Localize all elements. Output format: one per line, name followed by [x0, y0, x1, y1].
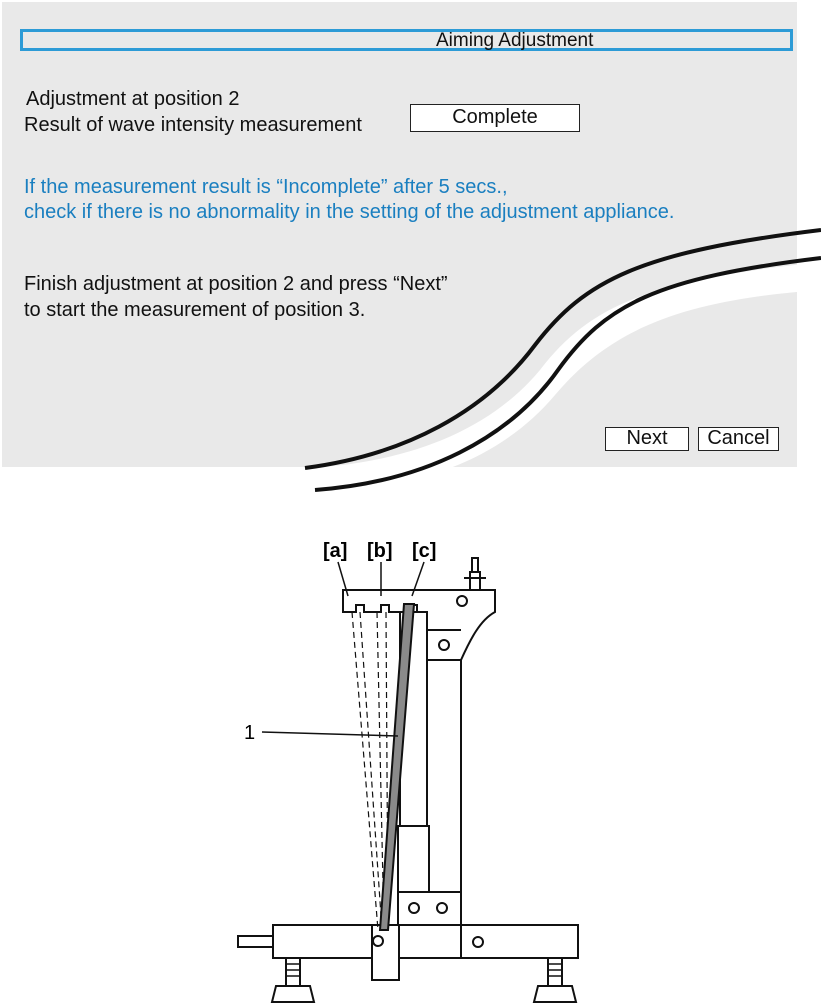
next-button[interactable]: Next — [605, 427, 689, 451]
title-bar: Aiming Adjustment — [20, 29, 793, 51]
aim-line-a2 — [359, 611, 383, 931]
screw-tip — [471, 557, 479, 573]
result-label: Result of wave intensity measurement — [24, 114, 362, 136]
label-a: [a] — [323, 540, 347, 562]
reflector-plate — [378, 603, 416, 931]
callout-1: 1 — [244, 722, 255, 744]
tear-curve-upper — [304, 228, 821, 470]
position-label: Adjustment at position 2 — [26, 88, 240, 110]
leader-c — [411, 561, 425, 597]
bolt-hole — [408, 902, 420, 914]
instruction-line-2: to start the measurement of position 3. — [24, 299, 366, 321]
instruction-line-1: Finish adjustment at position 2 and pres… — [24, 273, 448, 295]
tear-edge-graphic — [304, 228, 821, 496]
label-b: [b] — [367, 540, 393, 562]
tear-curve-lower — [314, 256, 821, 492]
right-foot-post — [547, 957, 563, 987]
base-plate — [272, 924, 579, 959]
bolt-hole — [472, 936, 484, 948]
bolt-hole — [436, 902, 448, 914]
left-foot-post — [285, 957, 301, 987]
bolt-hole — [438, 639, 450, 651]
base-rod — [237, 935, 274, 948]
dialog-title: Aiming Adjustment — [436, 30, 594, 51]
bolt-hole — [372, 935, 384, 947]
aim-line-a1 — [351, 611, 379, 931]
cancel-button[interactable]: Cancel — [698, 427, 779, 451]
base-clamp — [371, 924, 400, 981]
aim-line-b1 — [376, 611, 385, 931]
top-screw — [469, 571, 481, 591]
leader-1 — [261, 731, 399, 737]
leader-a — [337, 561, 349, 597]
column-lower-block — [397, 825, 430, 893]
result-value-field: Complete — [410, 104, 580, 132]
right-foot — [532, 985, 578, 1003]
label-c: [c] — [412, 540, 436, 562]
bolt-plate — [397, 891, 462, 926]
left-foot — [270, 985, 316, 1003]
screen-panel — [2, 2, 797, 467]
bolt-hole — [456, 595, 468, 607]
warning-line-1: If the measurement result is “Incomplete… — [24, 176, 508, 198]
tear-gap — [310, 262, 821, 496]
warning-line-2: check if there is no abnormality in the … — [24, 201, 675, 223]
